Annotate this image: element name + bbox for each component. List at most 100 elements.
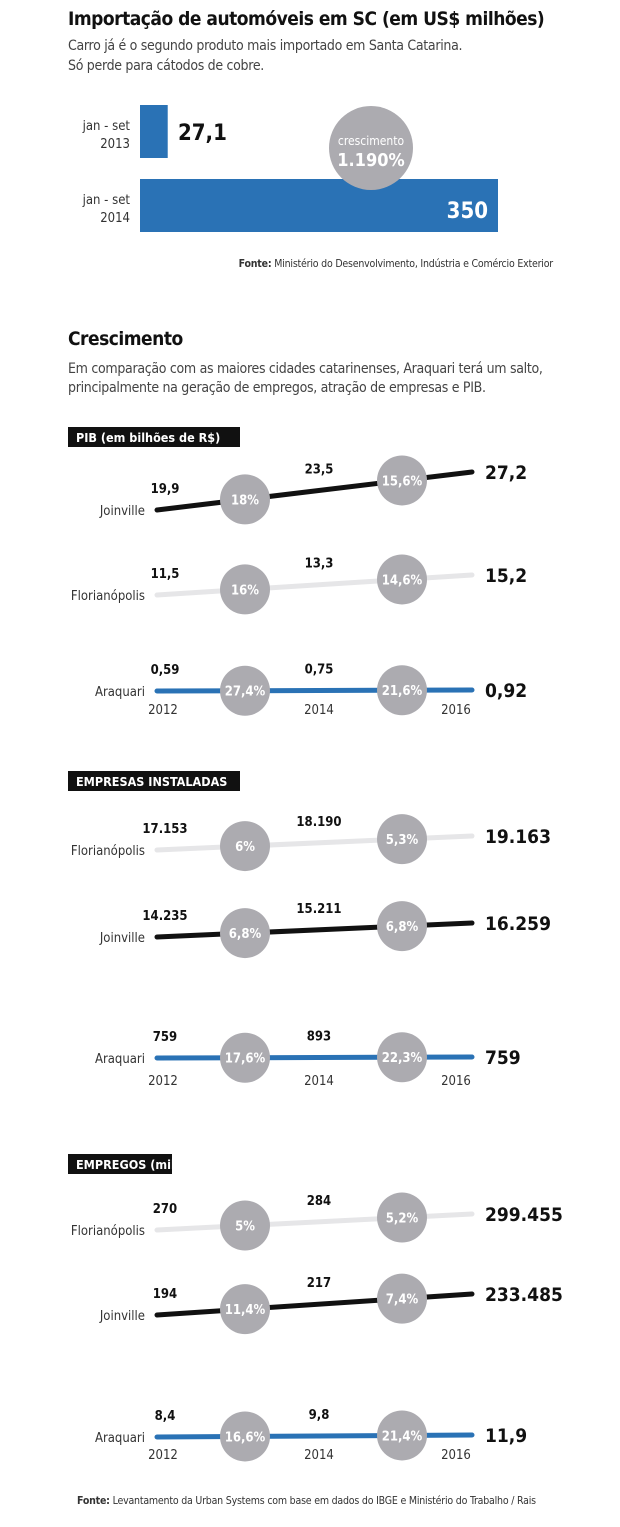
year-tick-label: 2014 xyxy=(304,1448,334,1463)
year-tick-label: 2016 xyxy=(441,1074,471,1089)
growth-circle xyxy=(377,1032,427,1083)
year-tick-label: 2016 xyxy=(441,1448,471,1463)
end-value-label: 27,2 xyxy=(485,462,527,484)
city-label: Joinville xyxy=(99,1309,145,1324)
end-value-label: 299.455 xyxy=(485,1204,563,1226)
end-value-label: 0,92 xyxy=(485,680,527,702)
growth-circle xyxy=(377,665,427,716)
city-label: Araquari xyxy=(95,685,145,700)
value-label: 14.235 xyxy=(142,909,187,924)
growth-circle-value: 27,4% xyxy=(225,685,266,700)
growth-circle-value: 18% xyxy=(231,493,259,508)
section-label-box xyxy=(68,1154,172,1174)
end-value-label: 15,2 xyxy=(485,565,527,587)
section-label: EMPREGOS (mil) xyxy=(76,1157,180,1172)
growth-circle-value: 5,3% xyxy=(386,833,419,848)
growth-circle xyxy=(377,1410,427,1461)
source-label: Fonte: xyxy=(77,1495,110,1507)
city-label: Florianópolis xyxy=(71,1224,145,1239)
value-label: 19,9 xyxy=(151,482,180,497)
city-label: Joinville xyxy=(99,504,145,519)
growth-circle xyxy=(377,901,427,952)
growth-circle xyxy=(220,1411,270,1462)
growth-circle-value: 17,6% xyxy=(225,1052,266,1067)
growth-circle-value: 21,4% xyxy=(382,1429,423,1444)
growth-subtitle-1: Em comparação com as maiores cidades cat… xyxy=(68,361,543,377)
value-label: 759 xyxy=(153,1030,177,1045)
growth-circle xyxy=(377,1273,427,1324)
city-label: Araquari xyxy=(95,1431,145,1446)
growth-circle xyxy=(377,554,427,605)
bar-category-label: jan - set xyxy=(82,193,131,208)
section-label: EMPRESAS INSTALADAS xyxy=(76,774,227,789)
source-text: Levantamento da Urban Systems com base e… xyxy=(112,1495,537,1507)
growth-circle xyxy=(220,474,270,525)
bar-category-year: 2013 xyxy=(100,137,130,152)
value-label: 0,75 xyxy=(305,662,334,677)
growth-circle-value: 5% xyxy=(235,1220,255,1235)
year-tick-label: 2014 xyxy=(304,703,334,718)
bar-category-label: jan - set xyxy=(82,119,131,134)
value-label: 893 xyxy=(307,1029,331,1044)
value-label: 0,59 xyxy=(151,663,180,678)
year-tick-label: 2012 xyxy=(148,1074,178,1089)
growth-circle xyxy=(329,106,413,190)
growth-circle-value: 21,6% xyxy=(382,684,423,699)
growth-title: Crescimento xyxy=(68,328,183,350)
growth-circle-label: crescimento xyxy=(338,134,405,148)
value-label: 23,5 xyxy=(305,462,334,477)
value-label: 194 xyxy=(153,1287,177,1302)
growth-circle-value: 1.190% xyxy=(337,150,404,171)
city-label: Joinville xyxy=(99,931,145,946)
growth-source: Fonte: Levantamento da Urban Systems com… xyxy=(77,1495,536,1507)
year-tick-label: 2014 xyxy=(304,1074,334,1089)
city-label: Florianópolis xyxy=(71,589,145,604)
source-text: Ministério do Desenvolvimento, Indústria… xyxy=(274,258,553,270)
growth-circle-value: 5,2% xyxy=(386,1212,419,1227)
value-label: 270 xyxy=(153,1202,177,1217)
city-label: Araquari xyxy=(95,1052,145,1067)
value-label: 17.153 xyxy=(142,822,187,837)
value-label: 15.211 xyxy=(296,902,341,917)
year-tick-label: 2012 xyxy=(148,703,178,718)
growth-circle-value: 14,6% xyxy=(382,573,423,588)
end-value-label: 16.259 xyxy=(485,913,551,935)
growth-circle xyxy=(220,821,270,872)
growth-circle-value: 6,8% xyxy=(229,927,262,942)
import-source: Fonte: Ministério do Desenvolvimento, In… xyxy=(238,258,554,270)
year-tick-label: 2016 xyxy=(441,703,471,718)
section-label: PIB (em bilhões de R$) xyxy=(76,430,220,445)
growth-circle-value: 7,4% xyxy=(386,1293,419,1308)
growth-circle-value: 6,8% xyxy=(386,920,419,935)
growth-circle xyxy=(220,1032,270,1083)
end-value-label: 11,9 xyxy=(485,1425,527,1447)
source-label: Fonte: xyxy=(238,258,272,270)
growth-circle xyxy=(377,1192,427,1243)
end-value-label: 19.163 xyxy=(485,826,551,848)
growth-circle-value: 15,6% xyxy=(382,474,423,489)
growth-circle xyxy=(220,1284,270,1335)
section-label-box xyxy=(68,427,240,447)
year-tick-label: 2012 xyxy=(148,1448,178,1463)
growth-circle-value: 22,3% xyxy=(382,1051,423,1066)
end-value-label: 233.485 xyxy=(485,1284,563,1306)
growth-circle xyxy=(220,665,270,716)
city-label: Florianópolis xyxy=(71,844,145,859)
import-subtitle-1: Carro já é o segundo produto mais import… xyxy=(68,38,463,54)
bar-value-label: 27,1 xyxy=(178,121,227,146)
value-label: 9,8 xyxy=(309,1408,330,1423)
bar-value-label: 350 xyxy=(447,199,488,224)
value-label: 11,5 xyxy=(151,567,180,582)
growth-subtitle-2: principalmente na geração de empregos, a… xyxy=(68,380,486,396)
growth-circle xyxy=(220,1200,270,1251)
growth-circle xyxy=(377,455,427,506)
bar-2013 xyxy=(140,105,168,158)
end-value-label: 759 xyxy=(485,1047,521,1069)
growth-circle-value: 16,6% xyxy=(225,1430,266,1445)
value-label: 18.190 xyxy=(296,815,341,830)
import-subtitle-2: Só perde para cátodos de cobre. xyxy=(68,58,264,74)
section-label-box xyxy=(68,771,240,791)
bar-2014 xyxy=(140,179,498,232)
growth-circle xyxy=(220,908,270,959)
